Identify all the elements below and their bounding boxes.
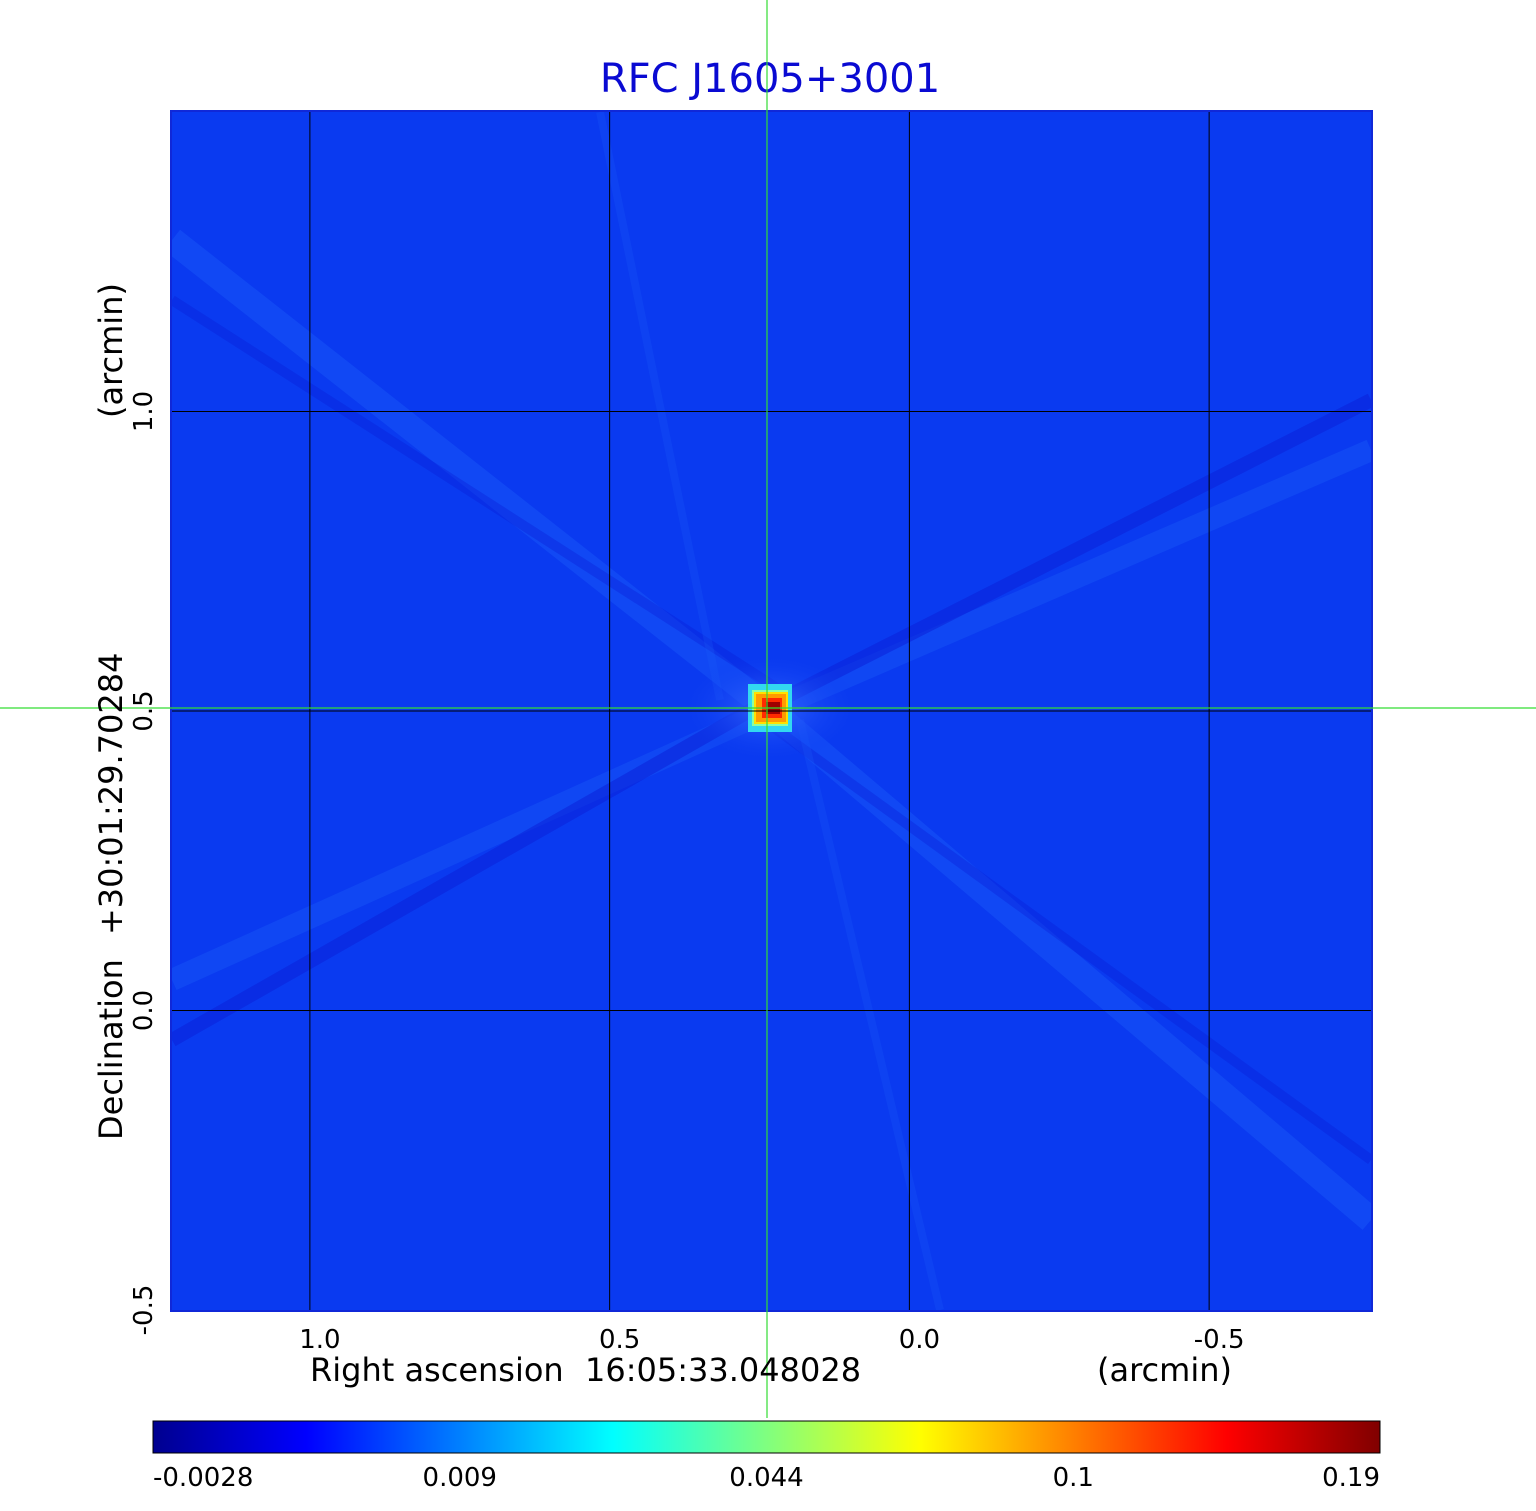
crosshair (0, 0, 1536, 1418)
y-tick-label-1: 0.5 (129, 690, 159, 731)
x-axis-ticks: 1.0 0.5 0.0 -0.5 (299, 1325, 1244, 1355)
colorbar-tick-label-1: 0.009 (423, 1463, 497, 1493)
y-tick-label-2: 0.0 (129, 990, 159, 1031)
x-tick-label-2: 0.0 (899, 1325, 940, 1355)
plot-title: RFC J1605+3001 (600, 56, 940, 102)
colorbar: -0.0028 0.009 0.044 0.1 0.19 (152, 1420, 1381, 1493)
x-tick-label-0: 1.0 (299, 1325, 340, 1355)
y-axis-reference: +30:01:29.70284 (92, 653, 130, 936)
colorbar-tick-label-3: 0.1 (1053, 1463, 1094, 1493)
colorbar-tick-label-4: 0.19 (1322, 1463, 1380, 1493)
y-axis-ticks: 1.0 0.5 0.0 -0.5 (129, 391, 159, 1336)
y-axis-label: Declination (92, 959, 130, 1140)
x-axis-unit: (arcmin) (1097, 1351, 1232, 1389)
sidelobe-pattern (172, 112, 1371, 1310)
y-axis-unit: (arcmin) (92, 283, 130, 418)
y-tick-label-0: 1.0 (129, 391, 159, 432)
image-panel (170, 110, 1373, 1312)
y-tick-label-3: -0.5 (129, 1285, 159, 1336)
coordinate-grid (172, 112, 1371, 1310)
colorbar-ticks: -0.0028 0.009 0.044 0.1 0.19 (153, 1463, 1380, 1493)
x-axis-reference: 16:05:33.048028 (585, 1351, 861, 1389)
x-tick-label-3: -0.5 (1194, 1325, 1245, 1355)
colorbar-gradient (152, 1420, 1381, 1454)
colorbar-tick-label-0: -0.0028 (153, 1463, 253, 1493)
colorbar-tick-label-2: 0.044 (729, 1463, 803, 1493)
x-axis-label: Right ascension (310, 1351, 564, 1389)
x-tick-label-1: 0.5 (599, 1325, 640, 1355)
